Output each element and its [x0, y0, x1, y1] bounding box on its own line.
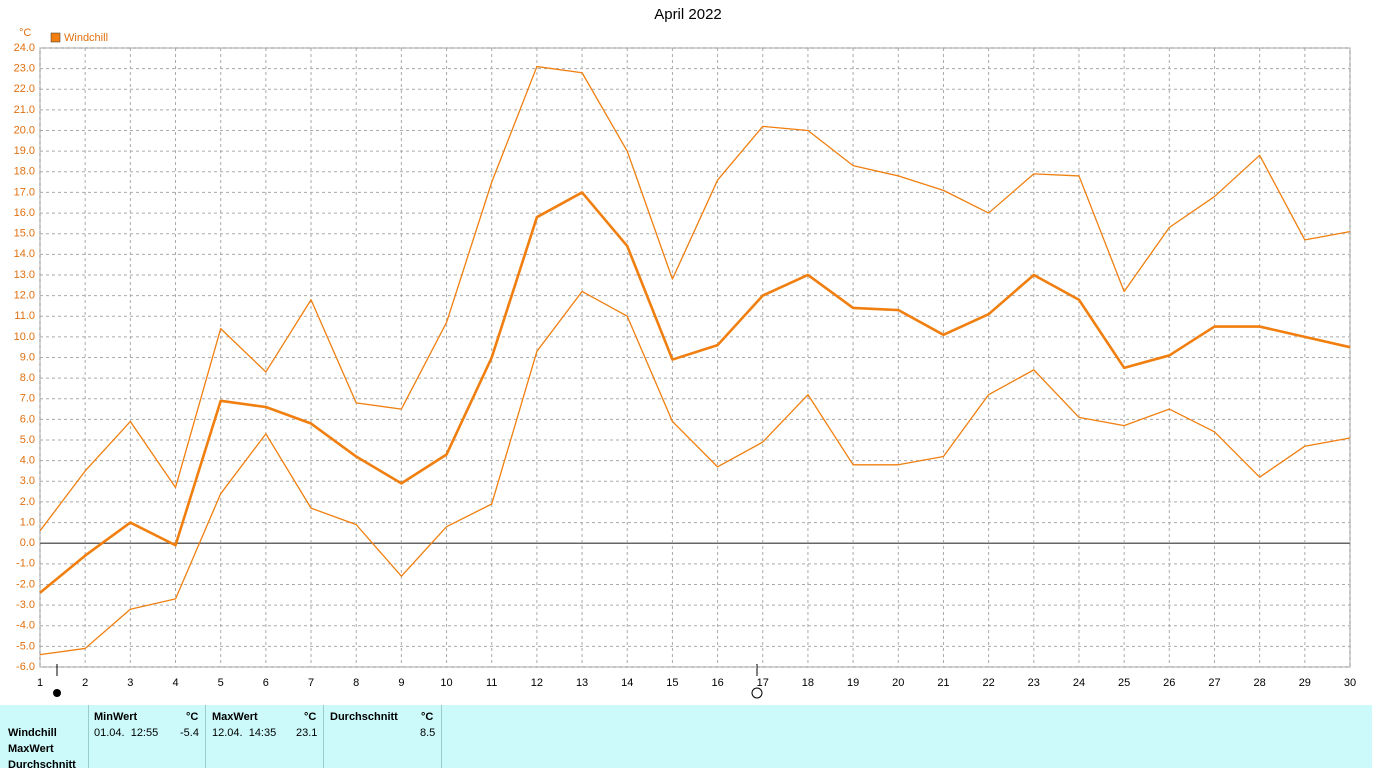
cell: -5.4 [180, 727, 199, 739]
y-tick-label: 15.0 [14, 228, 35, 240]
marker-dot [53, 689, 61, 697]
y-tick-label: -5.0 [16, 640, 35, 652]
y-tick-label: 12.0 [14, 290, 35, 302]
x-tick-label: 6 [263, 677, 269, 689]
x-tick-label: 28 [1254, 677, 1266, 689]
x-tick-label: 26 [1163, 677, 1175, 689]
x-tick-label: 23 [1028, 677, 1040, 689]
x-tick-label: 12 [531, 677, 543, 689]
x-tick-label: 2 [82, 677, 88, 689]
x-tick-label: 16 [711, 677, 723, 689]
x-tick-label: 20 [892, 677, 904, 689]
header: °C [421, 711, 434, 723]
separator [205, 705, 206, 768]
separator [441, 705, 442, 768]
header: MaxWert [212, 711, 258, 723]
y-unit: °C [19, 27, 31, 39]
series-line [39, 65, 1351, 532]
y-tick-label: 7.0 [20, 393, 35, 405]
separator [323, 705, 324, 768]
y-tick-label: 0.0 [20, 537, 35, 549]
y-tick-label: 5.0 [20, 434, 35, 446]
header: Durchschnitt [330, 711, 398, 723]
x-tick-label: 4 [172, 677, 178, 689]
header: °C [304, 711, 317, 723]
y-tick-label: -2.0 [16, 578, 35, 590]
x-tick-label: 19 [847, 677, 859, 689]
y-tick-label: 24.0 [14, 42, 35, 54]
x-tick-label: 22 [982, 677, 994, 689]
separator [88, 705, 89, 768]
y-tick-label: 18.0 [14, 166, 35, 178]
chart-title: April 2022 [654, 6, 722, 23]
y-tick-label: 20.0 [14, 124, 35, 136]
y-tick-label: 13.0 [14, 269, 35, 281]
y-tick-label: 16.0 [14, 207, 35, 219]
row-label: Windchill [8, 727, 57, 739]
cell: 8.5 [420, 727, 436, 739]
x-tick-label: 25 [1118, 677, 1130, 689]
y-tick-label: -4.0 [16, 620, 35, 632]
header: MinWert [94, 711, 138, 723]
y-tick-label: 1.0 [20, 516, 35, 528]
series-line [39, 191, 1351, 594]
x-tick-label: 14 [621, 677, 633, 689]
y-tick-label: 8.0 [20, 372, 35, 384]
y-tick-label: 10.0 [14, 331, 35, 343]
y-tick-label: -1.0 [16, 558, 35, 570]
x-tick-label: 18 [802, 677, 814, 689]
y-tick-label: -6.0 [16, 661, 35, 673]
y-tick-label: 3.0 [20, 475, 35, 487]
x-tick-label: 13 [576, 677, 588, 689]
summary-table: MinWert °C MaxWert °C Durchschnitt °C Wi… [0, 705, 1372, 771]
chart: April 2022 °C -6.0 -5.0 -4.0 -3.0 -2.0 -1.0 0.… [14, 6, 1356, 699]
y-tick-label: 23.0 [14, 63, 35, 75]
y-tick-label: 6.0 [20, 413, 35, 425]
row-label: MaxWert [8, 743, 54, 755]
x-tick-label: 11 [486, 677, 497, 689]
x-tick-label: 1 [37, 677, 43, 689]
legend-swatch [50, 32, 61, 43]
x-tick-label: 21 [937, 677, 949, 689]
x-tick-label: 30 [1344, 677, 1356, 689]
x-tick-label: 10 [440, 677, 452, 689]
x-tick-label: 9 [398, 677, 404, 689]
x-tick-label: 24 [1073, 677, 1085, 689]
y-tick-label: 17.0 [14, 186, 35, 198]
x-tick-label: 29 [1299, 677, 1311, 689]
x-tick-label: 15 [666, 677, 678, 689]
x-tick-label: 3 [127, 677, 133, 689]
y-tick-label: 9.0 [20, 351, 35, 363]
y-tick-label: 22.0 [14, 83, 35, 95]
x-tick-label: 5 [218, 677, 224, 689]
y-tick-label: -3.0 [16, 599, 35, 611]
header: °C [186, 711, 199, 723]
cell: 01.04. 12:55 [94, 727, 159, 739]
y-tick-label: 19.0 [14, 145, 35, 157]
series-line [39, 290, 1351, 656]
y-tick-label: 2.0 [20, 496, 35, 508]
y-tick-label: 14.0 [14, 248, 35, 260]
x-tick-label: 17 [757, 677, 769, 689]
y-tick-label: 4.0 [20, 455, 35, 467]
y-tick-label: 21.0 [14, 104, 35, 116]
cell: 12.04. 14:35 [212, 727, 277, 739]
x-tick-label: 7 [308, 677, 314, 689]
marker-ring [751, 687, 763, 699]
row-label: Durchschnitt [8, 759, 76, 771]
cell: 23.1 [296, 727, 318, 739]
x-tick-label: 27 [1208, 677, 1220, 689]
x-tick-label: 8 [353, 677, 359, 689]
legend-label: Windchill [64, 32, 108, 44]
y-tick-label: 11.0 [14, 310, 35, 322]
